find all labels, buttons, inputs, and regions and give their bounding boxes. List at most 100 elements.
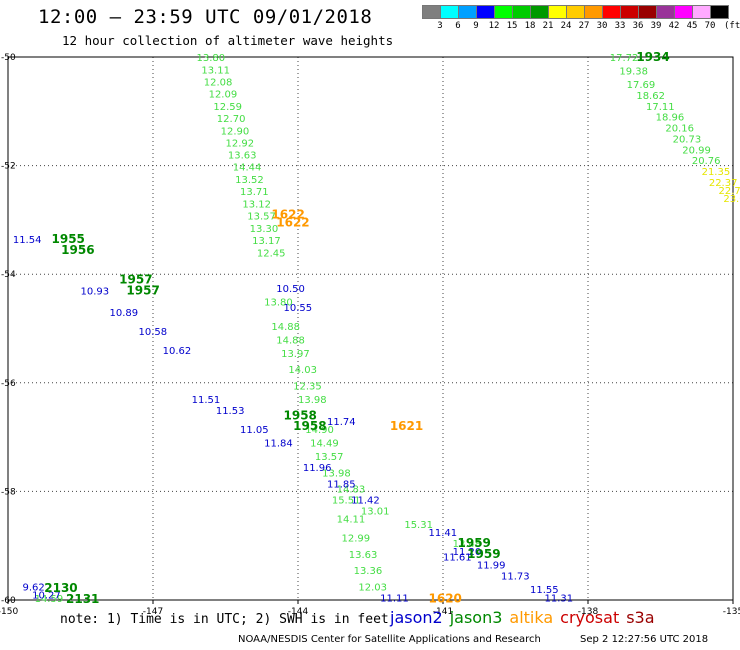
wave-height-label: 11.61	[443, 553, 472, 564]
chart-title: 12:00 – 23:59 UTC 09/01/2018	[38, 6, 373, 28]
colorbar-label: 45	[686, 21, 698, 31]
wave-height-label: 11.11	[380, 593, 409, 604]
wave-height-label: 11.20	[453, 547, 482, 558]
axes: -150 -147 -144 -141 -138 -135 -50 -52 -54 -56 -58 -…	[0, 53, 740, 617]
colorbar-label: 36	[632, 21, 644, 31]
wave-height-label: 11.51	[192, 395, 221, 406]
wave-height-label: 10.55	[284, 303, 313, 314]
wave-height-label: 12.99	[342, 534, 371, 545]
wave-height-label: 10.27	[32, 591, 61, 602]
colorbar-label: 21	[542, 21, 554, 31]
colorbar-swatch	[710, 5, 729, 19]
wave-height-label: 13.12	[242, 200, 271, 211]
wave-height-label: 11.84	[264, 439, 293, 450]
time-label: 1958	[284, 408, 317, 422]
wave-height-label: 17.11	[646, 102, 675, 113]
plot-frame	[7, 56, 734, 601]
legend-jason3: jason3	[449, 608, 503, 627]
chart-subtitle: 12 hour collection of altimeter wave hei…	[62, 33, 394, 48]
wave-height-label: 12.70	[217, 114, 246, 125]
wave-height-label: 13.97	[281, 349, 310, 360]
wave-height-label: 22.37	[709, 178, 738, 189]
wave-height-label: 13.57	[247, 212, 276, 223]
y-tick-label: -58	[1, 487, 16, 497]
wave-height-label: 13.30	[250, 224, 279, 235]
wave-height-label: 13.52	[235, 175, 264, 186]
colorbar-unit: (ft)	[724, 21, 740, 31]
wave-height-label: 11.96	[303, 463, 332, 474]
wave-height-label: 11.55	[530, 585, 559, 596]
wave-height-label: 13.80	[264, 297, 293, 308]
wave-height-label: 11.54	[13, 235, 42, 246]
time-label: 1955	[52, 232, 85, 246]
wave-height-label: 14.88	[271, 322, 300, 333]
wave-height-label: 11.42	[351, 496, 380, 507]
wave-height-label: 20.99	[682, 145, 711, 156]
wave-height-label: 13.80	[197, 53, 226, 64]
wave-height-label: 22.78	[719, 186, 740, 197]
wave-height-label: 21.35	[702, 167, 731, 178]
colorbar-label: 3	[437, 21, 443, 31]
x-tick-label: -138	[578, 607, 599, 617]
wave-height-label: 11.53	[216, 406, 245, 417]
wave-height-label: 13.63	[228, 151, 257, 162]
wave-height-label: 12.03	[358, 582, 387, 593]
time-label: 1956	[61, 243, 94, 257]
colorbar-label: 70	[704, 21, 716, 31]
wave-height-label: 18.62	[636, 91, 665, 102]
wave-height-label: 13.01	[361, 506, 390, 517]
wave-height-label: 18.96	[656, 113, 685, 124]
wave-height-label: 13.36	[354, 566, 383, 577]
wave-height-label: 13.98	[298, 395, 327, 406]
wave-height-label: 12.90	[221, 126, 250, 137]
time-label: 1959	[467, 547, 500, 561]
wave-height-label: 13.11	[201, 65, 230, 76]
wave-height-label: 11.73	[501, 572, 530, 583]
wave-height-label: 12.45	[257, 248, 286, 259]
colorbar-label: 9	[473, 21, 479, 31]
colorbar-label: 42	[668, 21, 680, 31]
colorbar-label: 15	[506, 21, 518, 31]
wave-height-label: 9.62	[23, 582, 45, 593]
grid	[8, 57, 733, 600]
wave-height-label: 10.50	[276, 284, 305, 295]
wave-height-label: 14.03	[288, 365, 317, 376]
wave-height-label: 10.58	[139, 327, 168, 338]
credit-line: NOAA/NESDIS Center for Satellite Applica…	[238, 634, 541, 645]
colorbar-label: 30	[596, 21, 608, 31]
legend-jason2: jason2	[390, 608, 443, 627]
wave-height-label: 13.17	[252, 236, 281, 247]
x-tick-label: -135	[723, 607, 740, 617]
wave-height-label: 15.51	[332, 496, 361, 507]
wave-height-label: 11.85	[327, 479, 356, 490]
wave-height-label: 12.92	[226, 138, 255, 149]
time-label: 1958	[293, 419, 326, 433]
colorbar-label: 27	[578, 21, 590, 31]
time-label: 2130	[44, 581, 77, 595]
wave-height-label: 13.48	[453, 539, 482, 550]
colorbar-label: 33	[614, 21, 626, 31]
data-marks: 13.8013.1112.0812.0912.5912.7012.9012.92…	[13, 50, 740, 606]
wave-height-label: 12.09	[209, 89, 238, 100]
wave-height-label: 17.72	[610, 53, 639, 64]
wave-height-label: 15.31	[404, 520, 433, 531]
colorbar-label: 18	[524, 21, 536, 31]
time-label: 1959	[458, 536, 491, 550]
x-tick-label: -141	[433, 607, 453, 617]
time-label: 1957	[126, 283, 159, 297]
wave-height-label: 14.90	[305, 425, 334, 436]
x-tick-label: -150	[0, 607, 18, 617]
wave-height-label: 12.35	[293, 382, 322, 393]
wave-height-label: 20.16	[665, 124, 694, 135]
wave-height-label: 13.71	[240, 187, 269, 198]
wave-height-label: 23.05	[723, 194, 740, 205]
wave-height-label: 10.89	[110, 308, 139, 319]
wave-height-label: 17.69	[627, 80, 656, 91]
time-label: 1621	[390, 419, 423, 433]
time-label: 1622	[271, 207, 304, 221]
time-label: 1620	[429, 591, 462, 605]
time-label: 1934	[636, 50, 669, 64]
colorbar-label: 6	[455, 21, 461, 31]
legend-s3a: s3a	[626, 608, 655, 627]
